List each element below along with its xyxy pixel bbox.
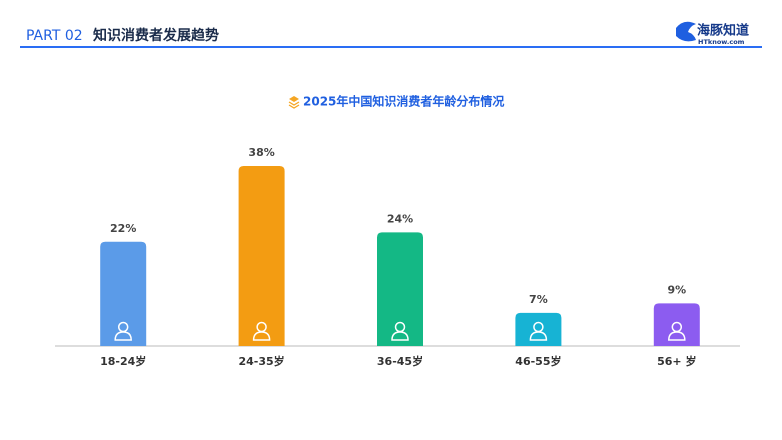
chart-title: 2025年中国知识消费者年龄分布情况 bbox=[303, 94, 504, 109]
value-label: 7% bbox=[529, 293, 548, 306]
bar-icon bbox=[114, 321, 132, 341]
bar bbox=[653, 303, 700, 346]
logo: 海豚知道 HTknow.com bbox=[676, 21, 749, 46]
value-label: 9% bbox=[667, 283, 686, 296]
x-tick-label: 24-35岁 bbox=[239, 354, 285, 368]
bar-icon bbox=[668, 321, 686, 341]
logo-name: 海豚知道 bbox=[697, 23, 749, 39]
bar-icon bbox=[391, 321, 409, 341]
x-tick-label: 18-24岁 bbox=[100, 354, 146, 368]
x-tick-label: 36-45岁 bbox=[377, 354, 423, 368]
bar bbox=[100, 241, 147, 346]
value-label: 24% bbox=[387, 212, 413, 225]
value-label: 22% bbox=[110, 222, 136, 235]
value-label: 38% bbox=[248, 146, 274, 159]
title-icon bbox=[288, 96, 300, 109]
bar bbox=[377, 232, 423, 346]
x-tick-label: 46-55岁 bbox=[515, 354, 561, 368]
section-title: 知识消费者发展趋势 bbox=[93, 27, 219, 44]
bar bbox=[515, 312, 562, 346]
bar bbox=[238, 166, 285, 346]
logo-url: HTknow.com bbox=[698, 38, 745, 46]
x-tick-label: 56+ 岁 bbox=[657, 354, 696, 368]
logo-icon bbox=[676, 21, 696, 42]
part-label: PART 02 bbox=[26, 28, 83, 44]
bar-icon bbox=[529, 321, 548, 341]
bar-icon bbox=[252, 321, 271, 341]
